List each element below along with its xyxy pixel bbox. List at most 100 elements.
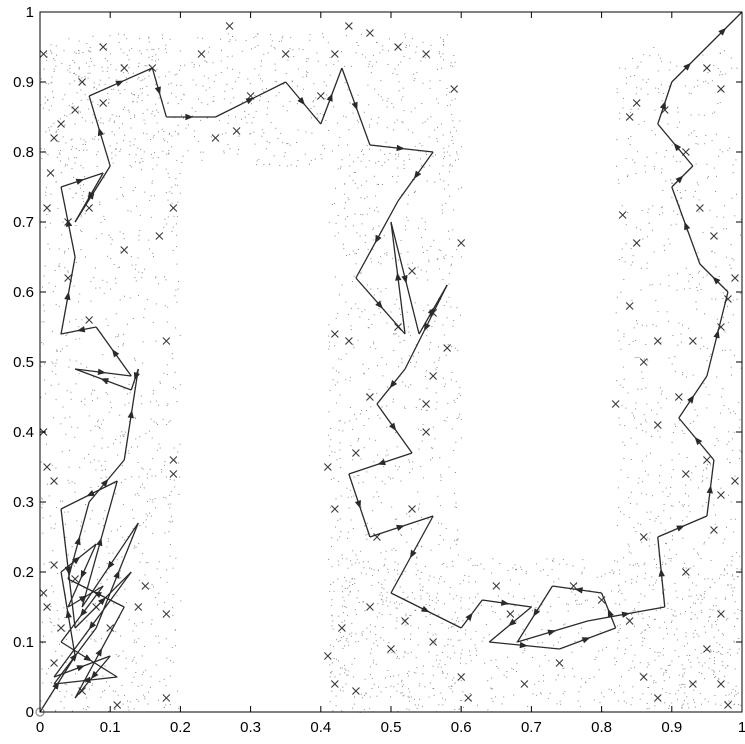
sample-dot bbox=[368, 388, 370, 390]
sample-dot bbox=[373, 314, 375, 316]
sample-dot bbox=[146, 109, 148, 111]
sample-dot bbox=[407, 203, 409, 205]
sample-dot bbox=[134, 545, 136, 547]
sample-dot bbox=[349, 380, 351, 382]
sample-dot bbox=[690, 422, 692, 424]
sample-dot bbox=[732, 164, 734, 166]
sample-dot bbox=[155, 277, 157, 279]
sample-dot bbox=[435, 641, 437, 643]
sample-dot bbox=[406, 597, 408, 599]
sample-dot bbox=[429, 595, 430, 597]
sample-dot bbox=[420, 546, 422, 548]
sample-dot bbox=[124, 404, 126, 406]
sample-dot bbox=[717, 103, 719, 104]
sample-dot bbox=[335, 526, 336, 528]
sample-dot bbox=[106, 281, 108, 283]
sample-dot bbox=[682, 520, 684, 522]
sample-dot bbox=[435, 659, 437, 661]
sample-dot bbox=[155, 635, 157, 637]
sample-dot bbox=[342, 558, 344, 560]
sample-dot bbox=[450, 104, 452, 106]
sample-dot bbox=[725, 667, 727, 669]
sample-dot bbox=[455, 543, 457, 545]
sample-dot bbox=[381, 406, 383, 408]
sample-dot bbox=[703, 383, 705, 385]
sample-dot bbox=[221, 133, 223, 135]
sample-dot bbox=[396, 74, 398, 75]
sample-dot bbox=[57, 129, 59, 131]
sample-dot bbox=[703, 626, 705, 628]
sample-dot bbox=[341, 284, 343, 286]
sample-dot bbox=[663, 503, 665, 505]
cross-marker bbox=[50, 659, 58, 667]
sample-dot bbox=[345, 353, 347, 355]
sample-dot bbox=[426, 180, 428, 182]
sample-dot bbox=[53, 58, 55, 60]
sample-dot bbox=[718, 155, 720, 157]
sample-dot bbox=[78, 301, 79, 303]
sample-dot bbox=[453, 598, 455, 600]
sample-dot bbox=[110, 530, 112, 532]
sample-dot bbox=[127, 393, 128, 395]
sample-dot bbox=[721, 396, 723, 398]
sample-dot bbox=[662, 491, 664, 493]
sample-dot bbox=[713, 504, 715, 506]
cross-marker bbox=[344, 337, 353, 345]
sample-dot bbox=[413, 671, 415, 673]
sample-dot bbox=[291, 81, 293, 83]
sample-dot bbox=[140, 80, 142, 82]
sample-dot bbox=[332, 367, 334, 369]
sample-dot bbox=[452, 136, 453, 138]
sample-dot bbox=[696, 415, 698, 417]
sample-dot bbox=[637, 563, 639, 565]
sample-dot bbox=[707, 463, 708, 465]
sample-dot bbox=[382, 603, 384, 605]
sample-dot bbox=[413, 355, 415, 357]
cross-marker bbox=[99, 43, 108, 51]
sample-dot bbox=[645, 629, 647, 631]
sample-dot bbox=[649, 519, 651, 520]
sample-dot bbox=[451, 626, 452, 628]
sample-dot bbox=[106, 255, 108, 257]
sample-dot bbox=[706, 163, 708, 165]
sample-dot bbox=[694, 629, 696, 631]
sample-dot bbox=[104, 689, 106, 691]
sample-dot bbox=[123, 72, 125, 74]
sample-dot bbox=[697, 552, 698, 554]
sample-dot bbox=[687, 659, 689, 661]
sample-dot bbox=[442, 39, 444, 41]
sample-dot bbox=[347, 531, 349, 533]
sample-dot bbox=[632, 610, 634, 612]
sample-dot bbox=[100, 696, 102, 698]
sample-dot bbox=[228, 115, 230, 117]
sample-dot bbox=[106, 546, 108, 548]
sample-dot bbox=[449, 547, 451, 549]
sample-dot bbox=[417, 545, 419, 547]
cross-marker bbox=[366, 393, 374, 401]
sample-dot bbox=[175, 557, 177, 559]
sample-dot bbox=[384, 154, 386, 155]
sample-dot bbox=[150, 401, 151, 403]
y-axis-tick-labels: 00.10.20.30.40.50.60.70.80.91 bbox=[13, 4, 34, 721]
sample-dot bbox=[327, 42, 329, 44]
sample-dot bbox=[174, 74, 176, 76]
cross-marker bbox=[653, 421, 662, 429]
sample-dot bbox=[119, 299, 121, 301]
sample-dot bbox=[137, 147, 139, 149]
sample-dot bbox=[400, 240, 402, 241]
sample-dot bbox=[60, 350, 62, 352]
sample-dot bbox=[690, 606, 692, 608]
sample-dot bbox=[136, 101, 138, 103]
sample-dot bbox=[117, 529, 118, 531]
sample-dot bbox=[92, 400, 93, 402]
sample-dot bbox=[538, 680, 540, 682]
sample-dot bbox=[621, 205, 623, 207]
sample-dot bbox=[168, 83, 170, 85]
sample-dot bbox=[669, 69, 671, 71]
sample-dot bbox=[671, 441, 673, 443]
sample-dot bbox=[350, 635, 352, 637]
sample-dot bbox=[349, 489, 351, 491]
sample-dot bbox=[340, 689, 341, 691]
sample-dot bbox=[693, 701, 695, 703]
sample-dot bbox=[373, 294, 375, 296]
